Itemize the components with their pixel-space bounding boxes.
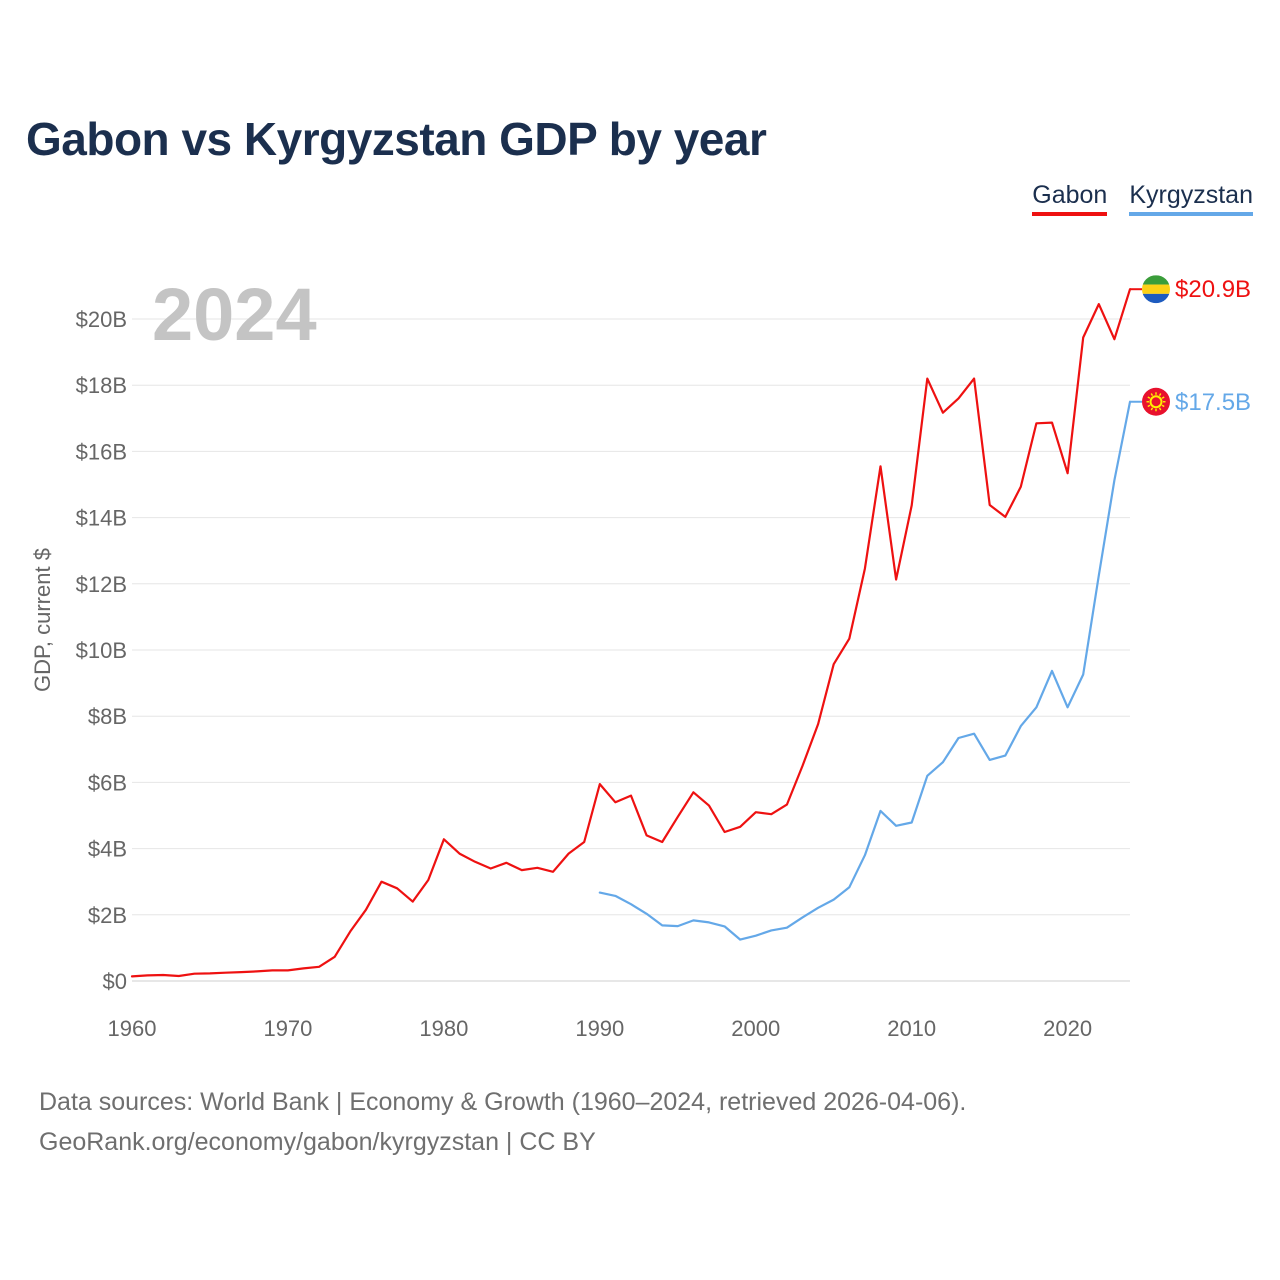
x-tick-label: 1970 — [263, 1016, 312, 1041]
x-tick-label: 2010 — [887, 1016, 936, 1041]
end-value-label-gabon: $20.9B — [1175, 276, 1251, 303]
y-tick-label: $10B — [76, 638, 127, 663]
kyrgyzstan-flag-icon — [1142, 387, 1170, 416]
series-end-markers: $20.9B $17.5B — [1130, 275, 1251, 416]
attribution-text: GeoRank.org/economy/gabon/kyrgyzstan | C… — [39, 1128, 596, 1156]
legend: Gabon Kyrgyzstan — [1032, 180, 1253, 216]
y-tick-label: $18B — [76, 373, 127, 398]
y-tick-label: $12B — [76, 572, 127, 597]
x-tick-label: 2020 — [1043, 1016, 1092, 1041]
chart-title: Gabon vs Kyrgyzstan GDP by year — [26, 113, 767, 165]
year-watermark: 2024 — [152, 273, 317, 356]
y-tick-label: $6B — [88, 770, 127, 795]
y-tick-label: $2B — [88, 903, 127, 928]
legend-item-kyrgyzstan[interactable]: Kyrgyzstan — [1129, 180, 1253, 216]
x-axis-ticks: 1960 1970 1980 1990 2000 2010 2020 — [108, 1016, 1093, 1041]
data-sources-text: Data sources: World Bank | Economy & Gro… — [39, 1088, 967, 1116]
y-tick-label: $4B — [88, 837, 127, 862]
grid-lines — [132, 318, 1130, 982]
y-axis-title: GDP, current $ — [30, 548, 55, 692]
series-line-kyrgyzstan — [598, 400, 1132, 941]
line-chart: 2024 $0$2B$4B$6B$8B$10B$12B$14B$16B$18B$… — [30, 273, 1251, 1041]
series-line-gabon — [130, 288, 1132, 978]
y-tick-label: $20B — [76, 307, 127, 332]
end-value-label-kyrgyzstan: $17.5B — [1175, 389, 1251, 416]
series-lines — [130, 288, 1132, 978]
gabon-flag-icon — [1142, 275, 1170, 304]
x-tick-label: 1960 — [108, 1016, 157, 1041]
y-tick-label: $0 — [103, 969, 127, 994]
y-tick-label: $14B — [76, 506, 127, 531]
y-tick-label: $16B — [76, 439, 127, 464]
x-tick-label: 2000 — [731, 1016, 780, 1041]
legend-item-gabon[interactable]: Gabon — [1032, 180, 1108, 216]
footer: Data sources: World Bank | Economy & Gro… — [39, 1082, 966, 1162]
y-axis-ticks: $0 $2B $4B $6B $8B $10B $12B $14B $16B $18B $20B — [76, 307, 127, 994]
x-tick-label: 1990 — [575, 1016, 624, 1041]
x-tick-label: 1980 — [419, 1016, 468, 1041]
y-tick-label: $8B — [88, 704, 127, 729]
